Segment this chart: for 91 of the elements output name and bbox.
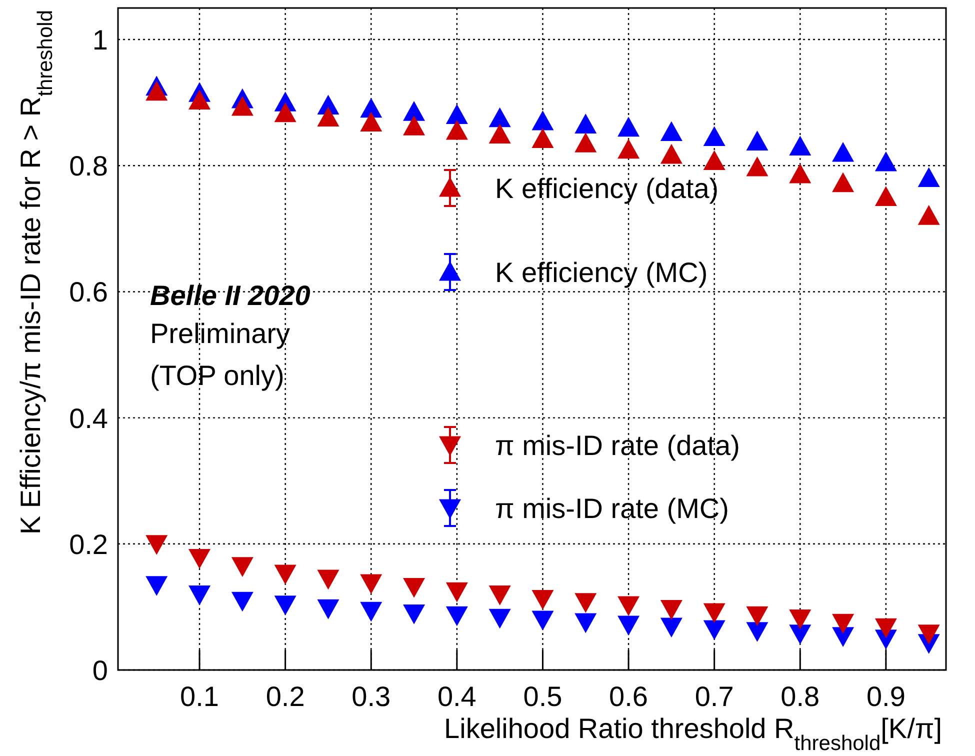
point xyxy=(618,138,640,159)
x-tick-label: 0.5 xyxy=(523,681,562,712)
point xyxy=(660,618,682,638)
x-tick-label: 0.3 xyxy=(352,681,391,712)
point xyxy=(832,172,854,192)
point xyxy=(360,98,382,118)
point xyxy=(360,112,382,132)
point xyxy=(918,167,940,188)
point xyxy=(746,606,768,626)
point xyxy=(274,596,296,616)
x-tick-label: 0.8 xyxy=(780,681,820,712)
point xyxy=(488,586,511,606)
legend-label: K efficiency (MC) xyxy=(495,257,708,288)
point xyxy=(446,582,468,602)
point xyxy=(660,144,682,164)
legend-label: K efficiency (data) xyxy=(495,173,719,204)
point xyxy=(703,603,726,623)
x-tick-label: 0.1 xyxy=(180,681,219,712)
point xyxy=(746,156,768,176)
point xyxy=(446,120,468,140)
point xyxy=(231,96,254,116)
point xyxy=(874,186,897,206)
y-tick-label: 1 xyxy=(92,24,108,56)
annotation: (TOP only) xyxy=(150,360,284,391)
point xyxy=(360,602,382,622)
x-tick-label: 0.6 xyxy=(609,681,648,712)
point xyxy=(746,622,768,642)
point xyxy=(874,618,897,638)
point xyxy=(703,150,726,170)
point xyxy=(188,586,211,606)
point xyxy=(789,624,812,644)
point xyxy=(317,106,340,127)
point xyxy=(789,136,812,156)
point xyxy=(488,107,511,128)
x-tick-label: 0.4 xyxy=(437,681,476,712)
point xyxy=(274,102,296,122)
point xyxy=(618,596,640,616)
point xyxy=(660,121,682,142)
point xyxy=(618,616,640,636)
point xyxy=(574,613,597,634)
x-tick-label: 0.2 xyxy=(266,681,305,712)
point xyxy=(918,205,940,225)
annotation: Belle II 2020 xyxy=(150,280,311,311)
point xyxy=(488,608,511,629)
x-tick-label: 0.7 xyxy=(694,681,734,712)
point xyxy=(703,126,726,146)
point xyxy=(317,599,340,620)
x-tick-label: 0.9 xyxy=(866,681,906,712)
point xyxy=(146,535,168,555)
point xyxy=(403,101,426,121)
point xyxy=(832,142,854,162)
point xyxy=(532,590,554,610)
point xyxy=(618,116,640,137)
point xyxy=(703,620,726,640)
point xyxy=(403,578,426,598)
point xyxy=(532,128,554,148)
x-axis-title: Likelihood Ratio threshold R$_{threshold}$[K/π] xyxy=(444,713,942,754)
point xyxy=(403,116,426,136)
point xyxy=(146,80,168,101)
point xyxy=(789,163,812,184)
point xyxy=(360,574,382,594)
point xyxy=(574,132,597,152)
point xyxy=(146,576,168,596)
point xyxy=(446,606,468,626)
point xyxy=(874,151,897,172)
legend-label: π mis-ID rate (MC) xyxy=(495,493,729,524)
point xyxy=(746,130,768,150)
y-tick-label: 0 xyxy=(92,655,108,686)
point xyxy=(488,124,511,144)
point xyxy=(532,110,554,130)
point xyxy=(789,610,812,630)
point xyxy=(274,564,296,585)
point xyxy=(660,600,682,620)
point xyxy=(188,548,211,569)
y-tick-label: 0.4 xyxy=(69,402,108,434)
point xyxy=(188,90,211,110)
point xyxy=(574,114,597,134)
point xyxy=(574,593,597,613)
y-tick-label: 0.6 xyxy=(69,276,108,308)
point xyxy=(403,604,426,624)
point xyxy=(832,614,854,634)
y-tick-label: 0.2 xyxy=(69,528,108,560)
point xyxy=(317,570,340,590)
point xyxy=(446,104,468,124)
annotation: Preliminary xyxy=(150,318,290,349)
legend-label: π mis-ID rate (data) xyxy=(495,430,740,461)
point xyxy=(231,557,254,577)
y-tick-label: 0.8 xyxy=(69,150,108,182)
point xyxy=(231,592,254,612)
point xyxy=(918,624,940,644)
point xyxy=(532,610,554,631)
